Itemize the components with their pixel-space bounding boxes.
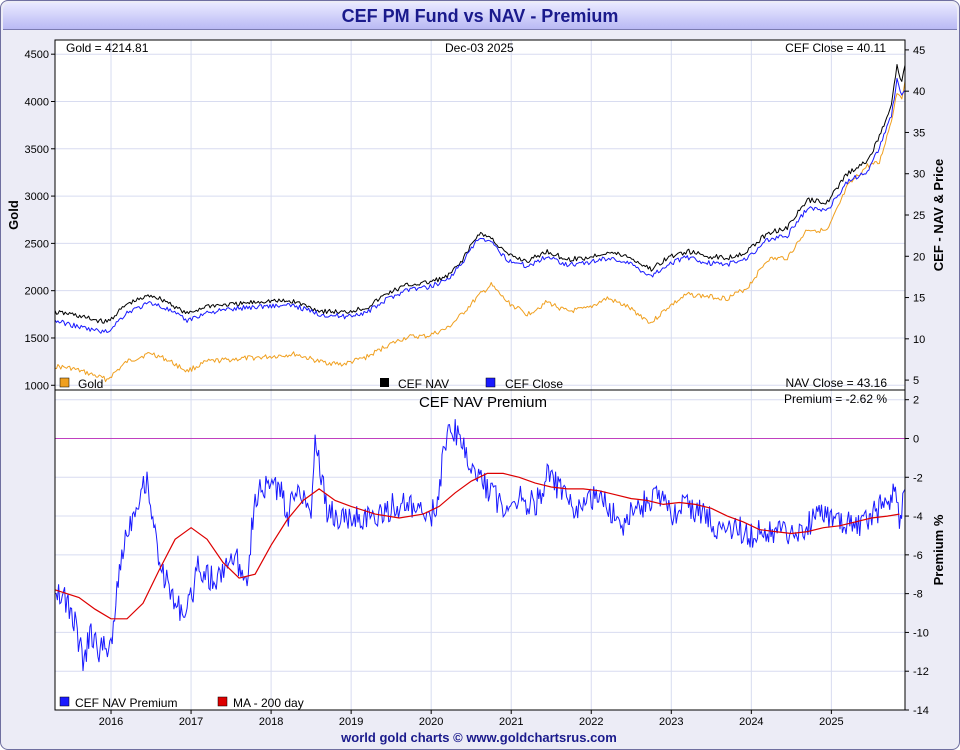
- legend-swatch-gold: [59, 377, 70, 388]
- gold-axis-label: Gold: [6, 200, 21, 230]
- x-tick-label: 2024: [739, 716, 763, 728]
- cef-tick-label: 40: [913, 86, 925, 98]
- cef-tick-label: 20: [913, 251, 925, 263]
- premium-tick-label: -4: [913, 511, 923, 523]
- x-tick-label: 2022: [579, 716, 603, 728]
- cef-tick-label: 15: [913, 293, 925, 305]
- series-layer: [54, 64, 906, 672]
- legend-label-close: CEF Close: [505, 377, 563, 391]
- premium-panel-title: CEF NAV Premium: [419, 394, 547, 411]
- cef-tick-label: 25: [913, 210, 925, 222]
- gold-tick-label: 1000: [25, 380, 49, 392]
- nav-close-label: NAV Close = 43.16: [785, 376, 887, 390]
- premium-line: [54, 419, 906, 672]
- gold-tick-label: 3500: [25, 144, 49, 156]
- premium-tick-label: -10: [913, 627, 929, 639]
- cef-tick-label: 45: [913, 45, 925, 57]
- gold-tick-label: 2000: [25, 286, 49, 298]
- x-tick-label: 2019: [339, 716, 363, 728]
- cef-close-line: [54, 77, 906, 334]
- legend-label-ma: MA - 200 day: [233, 696, 304, 710]
- date-label: Dec-03 2025: [445, 41, 514, 55]
- x-tick-label: 2017: [179, 716, 203, 728]
- x-tick-label: 2016: [99, 716, 123, 728]
- cef-tick-label: 35: [913, 127, 925, 139]
- premium-tick-label: -2: [913, 472, 923, 484]
- legend-swatch-nav: [380, 378, 389, 387]
- legend-swatch-close: [485, 377, 496, 388]
- premium-tick-label: 2: [913, 395, 919, 407]
- page-title: CEF PM Fund vs NAV - Premium: [3, 3, 957, 30]
- gold-tick-label: 3000: [25, 191, 49, 203]
- cef-tick-label: 30: [913, 169, 925, 181]
- gold-tick-label: 1500: [25, 333, 49, 345]
- gold-value-label: Gold = 4214.81: [66, 41, 149, 55]
- footer-credit: world gold charts © www.goldchartsrus.co…: [341, 730, 617, 745]
- gold-tick-label: 4500: [25, 49, 49, 61]
- legend-label-gold: Gold: [78, 377, 103, 391]
- ma-200-line: [54, 472, 900, 620]
- premium-value-label: Premium = -2.62 %: [784, 392, 887, 406]
- legend-swatch-ma: [217, 696, 228, 707]
- bottom-panel-background: [54, 389, 906, 711]
- cef-nav-line: [54, 64, 906, 324]
- premium-tick-label: -14: [913, 705, 929, 717]
- x-tick-label: 2020: [419, 716, 443, 728]
- gold-tick-label: 4000: [25, 96, 49, 108]
- gold-tick-label: 2500: [25, 238, 49, 250]
- premium-tick-label: -8: [913, 589, 923, 601]
- premium-tick-label: 0: [913, 433, 919, 445]
- bottom-panel-border: [54, 389, 906, 711]
- premium-tick-label: -6: [913, 550, 923, 562]
- x-tick-label: 2018: [259, 716, 283, 728]
- x-tick-label: 2023: [659, 716, 683, 728]
- x-tick-label: 2021: [499, 716, 523, 728]
- grid-layer: [55, 40, 905, 711]
- cef-axis-label: CEF - NAV & Price: [931, 159, 946, 271]
- axis-layer: 2016 2017 2018 2019 2020 2021 2022 2023 2024 2025…: [25, 39, 929, 728]
- x-tick-label: 2025: [819, 716, 843, 728]
- cef-tick-label: 5: [913, 375, 919, 387]
- premium-tick-label: -12: [913, 666, 929, 678]
- legend-label-nav: CEF NAV: [398, 377, 449, 391]
- legend-swatch-premium: [59, 696, 70, 707]
- legend-label-premium: CEF NAV Premium: [75, 696, 177, 710]
- cef-tick-label: 10: [913, 334, 925, 346]
- cef-close-label: CEF Close = 40.11: [785, 41, 886, 55]
- premium-axis-label: Premium %: [931, 514, 946, 585]
- gold-price-line: [54, 81, 906, 383]
